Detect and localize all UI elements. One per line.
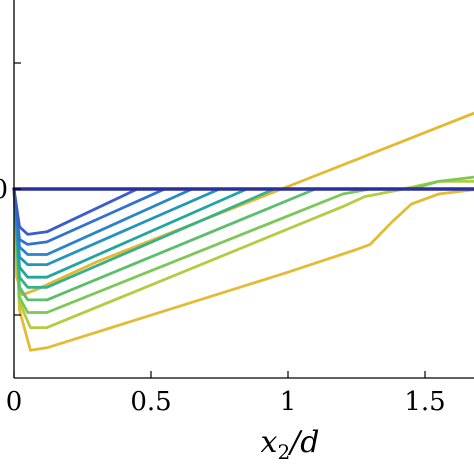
x-tick-label: 1 (280, 387, 297, 417)
series-layer (12, 111, 474, 352)
x-axis-label: x2/d (261, 425, 320, 464)
x-axis-label-var: x (261, 425, 278, 460)
series-line-2 (12, 187, 474, 352)
series-line-9 (12, 187, 474, 256)
x-tick-label: 0.5 (130, 387, 171, 417)
x-axis-label-sub: 2 (277, 440, 290, 464)
x-tick-label: 1.5 (404, 387, 445, 417)
y-tick-label: 0 (0, 175, 8, 205)
tick-layer: 0 0.5 1 1.5 0 (0, 62, 446, 417)
series-line-4 (12, 175, 474, 314)
x-axis-label-rest: /d (287, 425, 319, 460)
series-line-10 (12, 187, 474, 246)
x-tick-label: 0 (6, 387, 23, 417)
series-line-5 (12, 187, 474, 302)
